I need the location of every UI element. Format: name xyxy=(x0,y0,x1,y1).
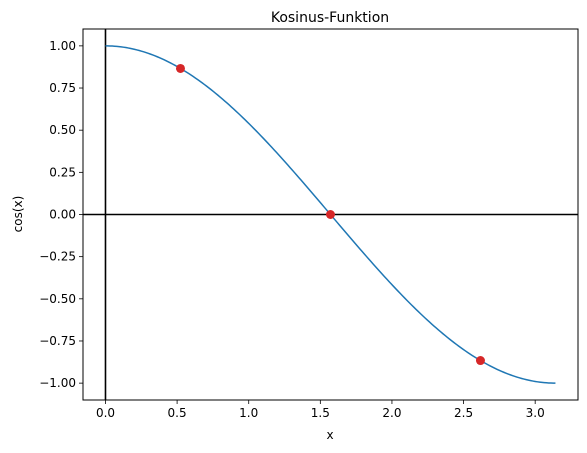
y-axis: 1.00 0.75 0.50 0.25 0.00 −0.25 −0.50 −0.75 −1.00 xyxy=(39,39,83,390)
x-tick-label: 3.0 xyxy=(526,406,545,420)
y-tick-label: −0.25 xyxy=(39,250,76,264)
highlight-point-3 xyxy=(475,356,485,366)
x-axis-label: x xyxy=(326,428,333,442)
x-tick-label: 2.5 xyxy=(454,406,473,420)
x-tick-label: 2.0 xyxy=(382,406,401,420)
highlight-point-2 xyxy=(325,210,335,219)
x-axis: 0.0 0.5 1.0 1.5 2.0 2.5 3.0 xyxy=(96,400,545,420)
highlight-point-1 xyxy=(175,63,185,73)
x-tick-label: 0.5 xyxy=(168,406,187,420)
y-tick-label: 1.00 xyxy=(49,39,76,53)
y-tick-label: 0.50 xyxy=(49,123,76,137)
y-tick-label: −0.75 xyxy=(39,334,76,348)
highlight-points xyxy=(175,63,485,366)
y-axis-label: cos(x) xyxy=(11,196,25,233)
y-tick-label: −0.50 xyxy=(39,292,76,306)
y-tick-label: −1.00 xyxy=(39,376,76,390)
chart-title: Kosinus-Funktion xyxy=(271,10,389,26)
x-tick-label: 1.5 xyxy=(311,406,330,420)
x-tick-label: 1.0 xyxy=(239,406,258,420)
y-tick-label: 0.00 xyxy=(49,208,76,222)
y-tick-label: 0.25 xyxy=(49,165,76,179)
x-tick-label: 0.0 xyxy=(96,406,115,420)
y-tick-label: 0.75 xyxy=(49,81,76,95)
